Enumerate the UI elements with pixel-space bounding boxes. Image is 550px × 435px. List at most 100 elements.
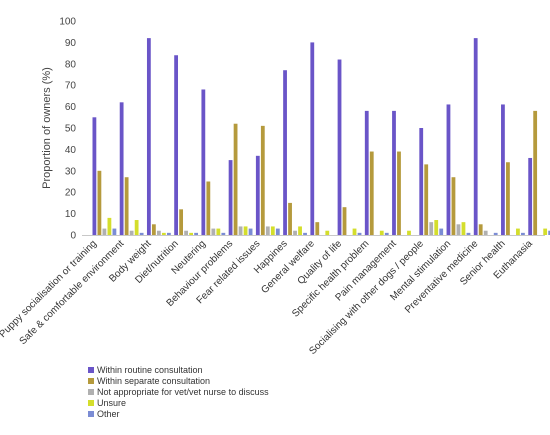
bar (248, 228, 253, 235)
bar (407, 230, 411, 235)
bar (478, 224, 483, 235)
x-category-label: Safe & comfortable environment (18, 238, 127, 347)
bar (255, 155, 260, 235)
bar (516, 228, 520, 235)
bar (211, 228, 216, 235)
bar (134, 220, 139, 235)
y-tick-label: 40 (65, 145, 77, 156)
y-tick-label: 10 (65, 209, 77, 220)
y-tick-label: 50 (65, 124, 77, 135)
bar (270, 226, 275, 235)
bar (265, 226, 270, 235)
legend-label: Not appropriate for vet/vet nurse to dis… (97, 387, 269, 397)
bar (293, 230, 297, 235)
bar (283, 70, 287, 235)
bar (179, 209, 184, 235)
legend-label: Unsure (97, 398, 126, 408)
bar (456, 224, 461, 235)
legend-label: Other (97, 409, 120, 419)
bar (424, 164, 429, 235)
y-tick-label: 100 (59, 17, 76, 28)
y-tick-label: 0 (70, 231, 76, 242)
y-tick-label: 70 (65, 81, 77, 92)
legend-swatch (88, 389, 94, 395)
bar (221, 232, 226, 235)
bar (275, 228, 280, 235)
bar (260, 125, 265, 235)
bar (397, 151, 401, 235)
bar (298, 226, 302, 235)
bar (161, 232, 166, 235)
bar (119, 102, 124, 235)
bar (342, 207, 347, 235)
bar (310, 42, 315, 236)
bar (325, 230, 330, 235)
bar (112, 228, 117, 235)
bar (521, 232, 525, 235)
bar (439, 228, 444, 235)
x-category-label: Puppy socialisation or training (0, 238, 99, 340)
legend-label: Within separate consultation (97, 376, 210, 386)
bar (466, 232, 471, 235)
bar (528, 157, 533, 235)
bar (243, 226, 248, 235)
y-tick-label: 90 (65, 38, 77, 49)
bar (451, 177, 456, 235)
bar (201, 89, 206, 235)
bar (288, 202, 292, 235)
bar (379, 230, 384, 235)
bar (166, 232, 171, 235)
bar (384, 232, 389, 235)
bar (124, 177, 129, 235)
bar (429, 222, 434, 235)
bar (92, 117, 97, 235)
bar (501, 104, 505, 236)
bar (461, 222, 466, 235)
bar (483, 230, 488, 235)
legend-swatch (88, 367, 94, 373)
legend-label: Within routine consultation (97, 365, 203, 375)
bar (434, 220, 439, 235)
legend-swatch (88, 411, 94, 417)
bar (129, 230, 134, 235)
y-axis-label: Proportion of owners (%) (41, 67, 53, 189)
bar (533, 110, 538, 235)
bar (419, 128, 424, 235)
bar (206, 181, 211, 235)
y-tick-label: 60 (65, 102, 77, 113)
bar (228, 160, 233, 235)
bar (184, 230, 189, 235)
bar (548, 230, 550, 235)
y-tick-label: 20 (65, 188, 77, 199)
y-axis-ticks: 0 10 20 30 40 50 60 70 80 90 100 (59, 17, 76, 242)
bar (364, 110, 369, 235)
bar (97, 170, 102, 235)
bar (315, 222, 320, 235)
bar (543, 228, 548, 235)
bar (238, 226, 243, 235)
bar (392, 110, 396, 235)
bar (151, 224, 156, 235)
bar (174, 55, 179, 235)
bars (92, 38, 550, 236)
bar (194, 232, 199, 235)
bar (146, 38, 151, 236)
bar (352, 228, 357, 235)
bar (473, 38, 478, 236)
bar (369, 151, 374, 235)
bar (216, 228, 221, 235)
bar (506, 162, 510, 235)
y-tick-label: 30 (65, 166, 77, 177)
bar (493, 232, 498, 235)
legend-swatch (88, 400, 94, 406)
bar (233, 123, 238, 235)
bar (139, 232, 144, 235)
bar (357, 232, 362, 235)
bar (303, 232, 307, 235)
y-tick-label: 80 (65, 59, 77, 70)
bar (446, 104, 451, 236)
bar (107, 217, 112, 235)
bar (337, 59, 342, 235)
